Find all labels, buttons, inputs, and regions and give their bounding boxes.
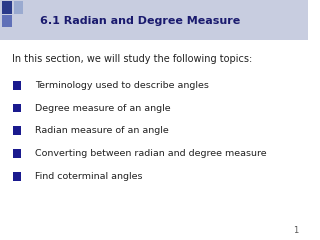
FancyBboxPatch shape	[3, 1, 12, 14]
Text: Find coterminal angles: Find coterminal angles	[36, 172, 143, 181]
FancyBboxPatch shape	[13, 126, 20, 135]
FancyBboxPatch shape	[0, 0, 308, 40]
Text: Degree measure of an angle: Degree measure of an angle	[36, 103, 171, 113]
Text: Converting between radian and degree measure: Converting between radian and degree mea…	[36, 149, 267, 158]
FancyBboxPatch shape	[3, 15, 12, 27]
Text: Radian measure of an angle: Radian measure of an angle	[36, 126, 169, 135]
Text: 6.1 Radian and Degree Measure: 6.1 Radian and Degree Measure	[40, 16, 240, 26]
Text: Terminology used to describe angles: Terminology used to describe angles	[36, 81, 209, 90]
Text: In this section, we will study the following topics:: In this section, we will study the follo…	[12, 54, 252, 64]
FancyBboxPatch shape	[13, 81, 20, 90]
FancyBboxPatch shape	[13, 149, 20, 158]
FancyBboxPatch shape	[13, 1, 23, 14]
FancyBboxPatch shape	[13, 172, 20, 181]
Text: 1: 1	[293, 226, 299, 235]
FancyBboxPatch shape	[13, 104, 20, 112]
